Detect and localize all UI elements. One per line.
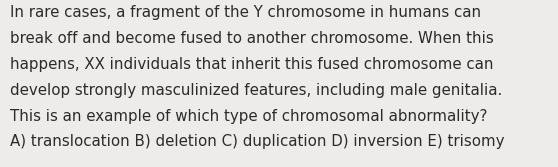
Text: happens, XX individuals that inherit this fused chromosome can: happens, XX individuals that inherit thi…: [10, 57, 493, 72]
Text: A) translocation B) deletion C) duplication D) inversion E) trisomy: A) translocation B) deletion C) duplicat…: [10, 134, 504, 149]
Text: This is an example of which type of chromosomal abnormality?: This is an example of which type of chro…: [10, 109, 488, 124]
Text: develop strongly masculinized features, including male genitalia.: develop strongly masculinized features, …: [10, 83, 502, 98]
Text: In rare cases, a fragment of the Y chromosome in humans can: In rare cases, a fragment of the Y chrom…: [10, 5, 481, 20]
Text: break off and become fused to another chromosome. When this: break off and become fused to another ch…: [10, 31, 494, 46]
